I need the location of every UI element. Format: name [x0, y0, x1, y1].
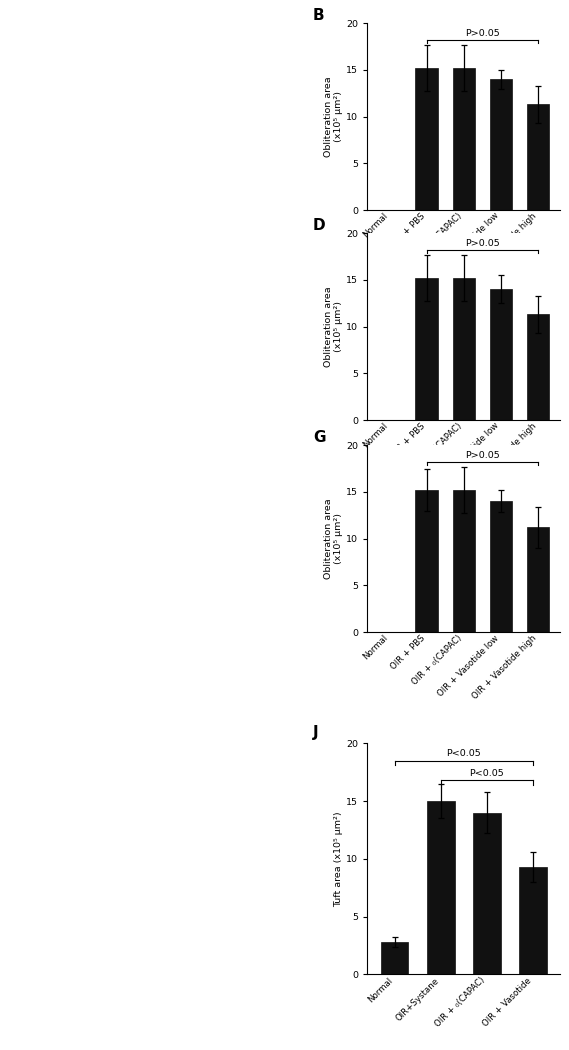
Bar	[452, 490, 475, 632]
Text: B: B	[313, 8, 324, 23]
Text: G: G	[313, 430, 325, 445]
Bar	[427, 801, 455, 974]
Bar	[381, 942, 409, 974]
Bar	[473, 813, 501, 974]
Text: P<0.05: P<0.05	[446, 749, 481, 758]
Bar	[415, 490, 438, 632]
Bar	[527, 314, 549, 420]
Y-axis label: Obliteration area
(x10⁵ μm²): Obliteration area (x10⁵ μm²)	[324, 499, 343, 579]
Bar	[527, 527, 549, 632]
Bar	[490, 79, 512, 210]
Bar	[519, 867, 547, 974]
Text: P<0.05: P<0.05	[469, 769, 504, 778]
Text: J: J	[313, 724, 319, 740]
Text: P>0.05: P>0.05	[465, 28, 500, 38]
Y-axis label: Obliteration area
(x10⁵ μm²): Obliteration area (x10⁵ μm²)	[324, 77, 343, 156]
Bar	[452, 278, 475, 420]
Bar	[452, 68, 475, 210]
Bar	[415, 68, 438, 210]
Bar	[527, 104, 549, 210]
Y-axis label: Tuft area (x10⁵ μm²): Tuft area (x10⁵ μm²)	[334, 811, 343, 907]
Bar	[490, 501, 512, 632]
Y-axis label: Obliteration area
(x10⁵ μm²): Obliteration area (x10⁵ μm²)	[324, 287, 343, 366]
Bar	[415, 278, 438, 420]
Text: P>0.05: P>0.05	[465, 238, 500, 248]
Text: D: D	[313, 218, 325, 233]
Text: P>0.05: P>0.05	[465, 450, 500, 460]
Bar	[490, 289, 512, 420]
